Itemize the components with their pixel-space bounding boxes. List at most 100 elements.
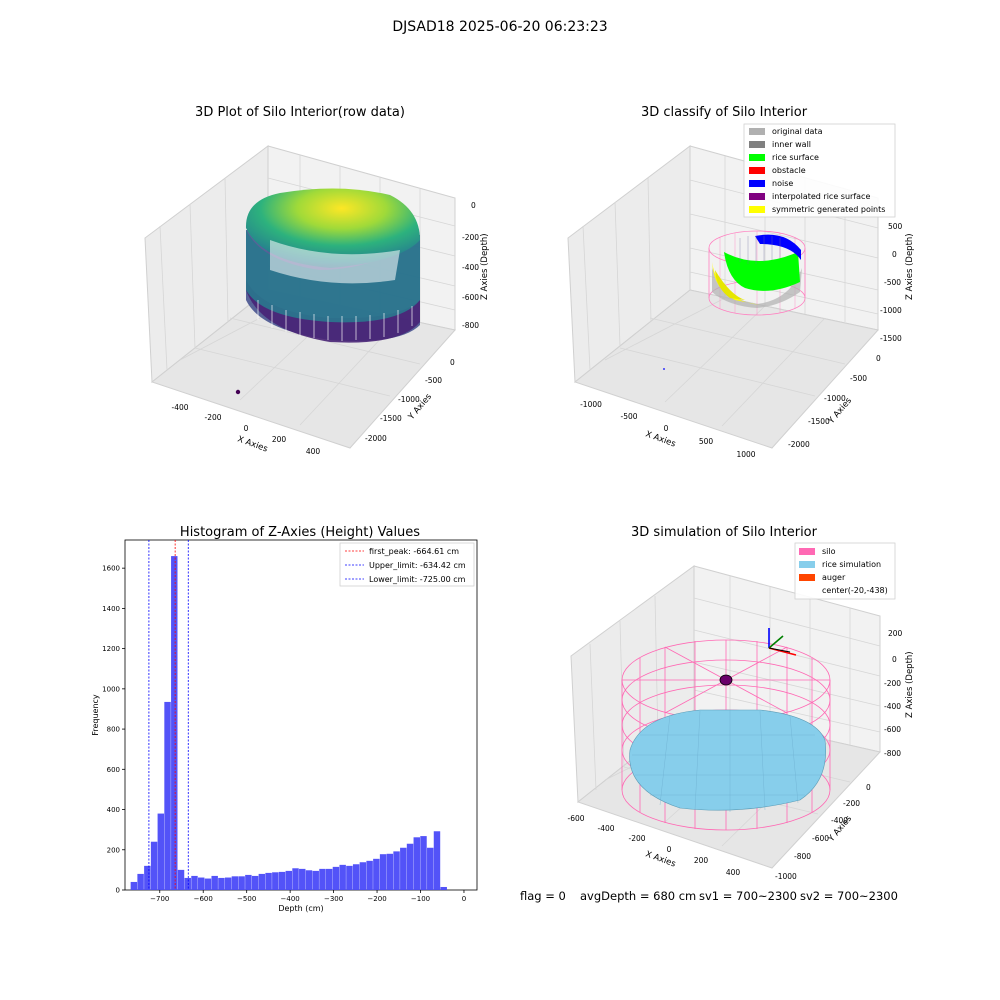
- grid-lines: [582, 156, 879, 427]
- legend-label: rice surface: [772, 153, 819, 162]
- z-axis-label: Z Axies (Depth): [480, 233, 490, 300]
- histogram-bar: [157, 813, 165, 890]
- y-tick-label: 1400: [102, 605, 120, 613]
- y-tick: -400: [831, 816, 848, 825]
- y-tick: -2000: [788, 440, 810, 449]
- legend-label: Upper_limit: -634.42 cm: [369, 561, 466, 570]
- sv1-text: sv1 = 700~2300: [699, 889, 797, 903]
- x-tick: 400: [306, 447, 321, 456]
- histogram-bar: [251, 875, 259, 890]
- x-tick-label: −400: [281, 895, 300, 903]
- y-tick-label: 1600: [102, 565, 120, 573]
- x-tick: -400: [171, 403, 188, 412]
- panel-simulation: 3D simulation of Silo Interior: [567, 525, 915, 881]
- legend-label: symmetric generated points: [772, 205, 885, 214]
- y-tick: -1500: [380, 414, 402, 423]
- legend-label: interpolated rice surface: [772, 192, 870, 201]
- histogram-bar: [211, 875, 218, 890]
- x-tick: 0: [664, 424, 669, 433]
- histogram-bar: [427, 847, 434, 890]
- rice-simulation-surface: [629, 709, 826, 812]
- legend-swatch-silo: [799, 548, 815, 555]
- legend-swatch-original-data: [749, 128, 765, 135]
- y-tick-label: 1000: [102, 685, 120, 693]
- legend-swatch-noise: [749, 180, 765, 187]
- x-tick-label: −600: [194, 895, 213, 903]
- histogram-bars: [130, 556, 447, 890]
- y-tick: 0: [450, 358, 455, 367]
- x-tick-label: −200: [367, 895, 386, 903]
- z-tick: -600: [884, 725, 901, 734]
- sv2-text: sv2 = 700~2300: [800, 889, 898, 903]
- histogram-bar: [393, 851, 400, 890]
- avg-depth-text: avgDepth = 680 cm: [580, 889, 696, 903]
- histogram-bar: [278, 871, 286, 890]
- histogram-bar: [440, 886, 447, 890]
- x-tick-label: −100: [411, 895, 430, 903]
- legend-label: silo: [822, 547, 836, 556]
- histogram-bar: [319, 868, 326, 890]
- legend-swatch-auger: [799, 574, 815, 581]
- histogram-bar: [184, 877, 191, 890]
- x-tick: 1000: [736, 450, 755, 459]
- x-tick-label: −500: [237, 895, 256, 903]
- y-tick: -500: [425, 376, 442, 385]
- histogram-bar: [299, 868, 306, 890]
- figure-suptitle: DJSAD18 2025-06-20 06:23:23: [392, 19, 607, 35]
- x-tick: 200: [272, 435, 287, 444]
- y-tick: -600: [812, 834, 829, 843]
- histogram-bar: [224, 877, 232, 890]
- flag-text: flag = 0: [520, 889, 566, 903]
- x-ticks: −700 −600 −500 −400 −300 −200 −100 0: [150, 890, 466, 903]
- x-tick: 500: [699, 437, 714, 446]
- histogram-bar: [433, 831, 441, 890]
- legend-swatch-symmetric: [749, 206, 765, 213]
- y-tick-label: 1200: [102, 645, 120, 653]
- histogram-bar: [272, 872, 279, 890]
- panel-classify: 3D classify of Silo Interior: [567, 105, 915, 459]
- x-tick: 0: [667, 845, 672, 854]
- z-tick: -400: [462, 263, 479, 272]
- histogram-bar: [332, 866, 340, 890]
- histogram-bar: [413, 837, 420, 890]
- x-tick: -500: [620, 412, 637, 421]
- histogram-bar: [373, 858, 380, 890]
- histogram-bar: [171, 556, 178, 890]
- panel-raw-data: 3D Plot of Silo Interior(row data): [144, 105, 490, 456]
- y-axis-label: Frequency: [91, 694, 100, 736]
- classified-point-cloud: [663, 230, 806, 370]
- z-axis-label: Z Axies (Depth): [905, 233, 915, 300]
- histogram-bar: [400, 847, 407, 890]
- legend-label: auger: [822, 573, 846, 582]
- legend: first_peak: -664.61 cm Upper_limit: -634…: [339, 542, 475, 587]
- z-tick: -200: [462, 233, 479, 242]
- histogram-bar: [352, 864, 360, 890]
- raw-point-cloud: [235, 188, 420, 395]
- pane-floor: [573, 289, 879, 449]
- y-tick: -1000: [398, 395, 420, 404]
- z-tick: 200: [888, 629, 903, 638]
- histogram-bar: [258, 873, 266, 890]
- histogram-bar: [292, 868, 299, 890]
- y-tick: -500: [850, 374, 867, 383]
- legend-swatch-rice-surface: [749, 154, 765, 161]
- legend-label: obstacle: [772, 166, 806, 175]
- x-tick: 200: [694, 856, 709, 865]
- x-tick: -600: [567, 814, 584, 823]
- histogram-bar: [305, 870, 313, 890]
- x-axis-label: X Axies: [644, 429, 677, 449]
- z-tick: -1500: [880, 334, 902, 343]
- x-tick: 400: [726, 868, 741, 877]
- histogram-bar: [420, 836, 427, 890]
- auger-and-center: [719, 628, 797, 686]
- x-tick-label: 0: [462, 895, 466, 903]
- x-tick: -1000: [580, 400, 602, 409]
- x-tick: -200: [628, 834, 645, 843]
- y-ticks: 0 200 400 600 800 1000 1200 1400 1600: [102, 565, 125, 895]
- legend-swatch-interpolated: [749, 193, 765, 200]
- y-tick-label: 600: [107, 766, 120, 774]
- histogram-bar: [386, 853, 394, 890]
- y-tick: 0: [866, 783, 871, 792]
- histogram-bar: [346, 865, 353, 890]
- z-axis-label: Z Axies (Depth): [905, 651, 915, 718]
